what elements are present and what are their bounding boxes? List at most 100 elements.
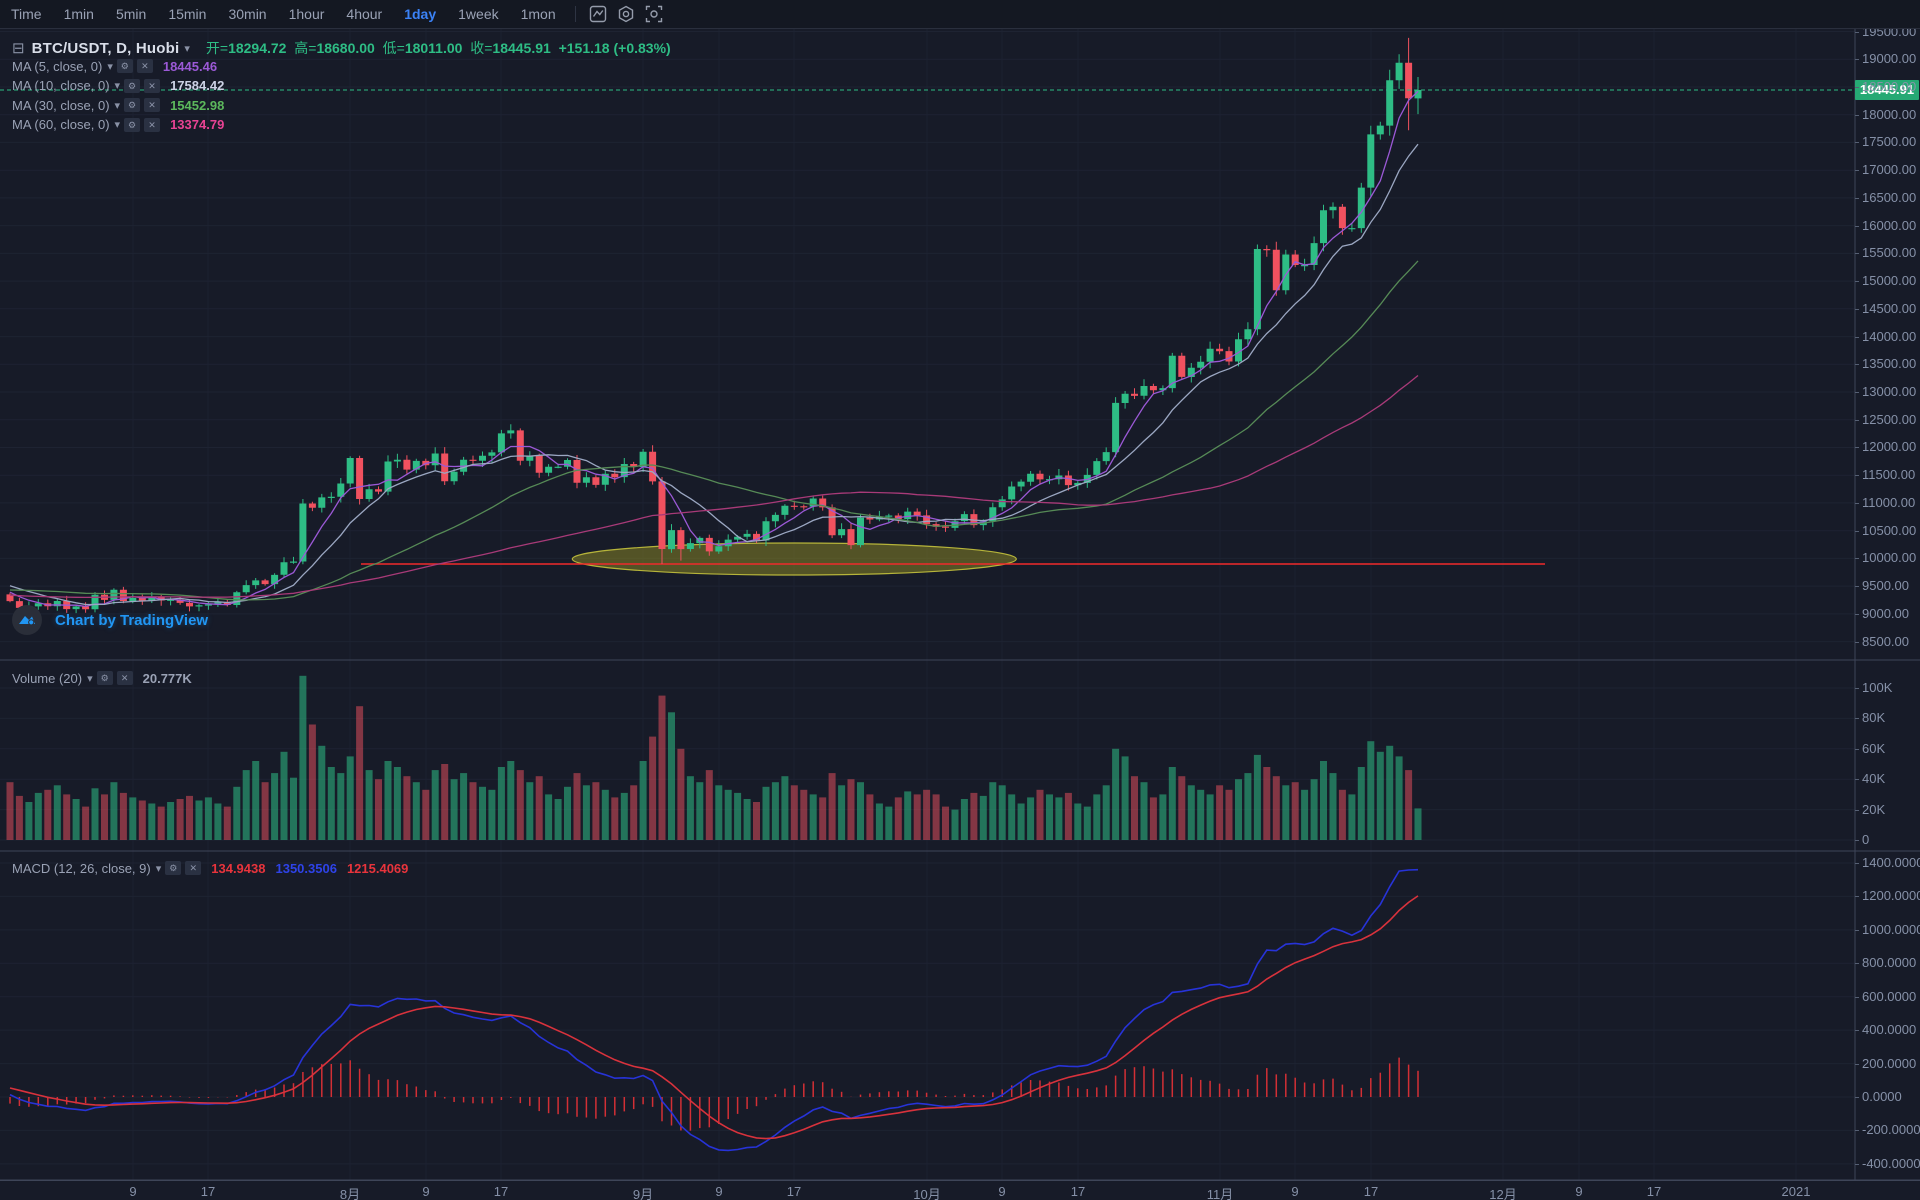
close-icon[interactable]: ✕ [144,78,161,93]
ma-10-line [9,143,1419,606]
symbol-menu-icon[interactable]: ⊟ [12,40,25,57]
macd-tick: 1000.0000 [1854,922,1920,937]
symbol-legend: ⊟ BTC/USDT, D, Huobi ▾ 开=18294.72 高=1868… [12,38,671,58]
ma-5-line [9,90,1419,608]
chevron-down-icon[interactable]: ▾ [155,862,162,875]
macd-indicator-row: MACD (12, 26, close, 9) ▾ ⚙ ✕ 134.9438 13… [12,860,408,876]
time-tick: 2021 [1781,1184,1811,1199]
price-tick: 8500.00 [1855,633,1909,649]
chevron-down-icon[interactable]: ▾ [87,672,93,685]
interval-button-4hour[interactable]: 4hour [346,6,383,22]
time-tick: 17 [1070,1184,1086,1199]
chevron-down-icon[interactable]: ▾ [107,60,113,73]
macd-tick: -400.0000 [1855,1155,1920,1171]
price-tick: 18500.00 [1854,78,1917,94]
last-price-tag: 18445.91 [1855,79,1919,100]
ma-indicator-label[interactable]: MA (10, close, 0) [12,78,110,93]
time-tick: 9 [1291,1184,1299,1199]
tradingview-logo-icon[interactable] [12,605,42,635]
macd-dea-line [9,895,1419,1140]
price-tick: 10500.00 [1854,522,1917,538]
ma-60-line [9,374,1419,599]
change-value: +151.18 (+0.83%) [558,40,671,56]
volume-tick: 20K [1854,801,1886,817]
time-tick: 17 [1646,1184,1662,1199]
chart-style-icon[interactable] [584,0,612,28]
price-tick: 12000.00 [1854,439,1917,455]
ma-indicator-label[interactable]: MA (30, close, 0) [12,97,110,113]
macd-value: 134.9438 [211,860,266,876]
price-tick: 10000.00 [1854,550,1917,566]
ellipse-drawing [571,542,1017,576]
close-icon[interactable]: ✕ [185,861,202,875]
macd-tick: 400.0000 [1854,1022,1917,1038]
macd-indicator-label[interactable]: MACD (12, 26, close, 9) [12,860,151,876]
gear-icon[interactable]: ⚙ [165,861,182,875]
macd-dif-line [9,868,1419,1152]
close-icon[interactable]: ✕ [144,117,161,132]
interval-button-1hour[interactable]: 1hour [288,6,325,22]
volume-value: 20.777K [142,670,192,686]
time-tick: 9月 [632,1187,654,1200]
interval-button-5min[interactable]: 5min [115,6,147,22]
time-tick: 9 [998,1184,1006,1199]
price-tick: 17000.00 [1854,162,1917,178]
price-tick: 14500.00 [1854,300,1917,316]
interval-button-15min[interactable]: 15min [168,6,207,22]
price-tick: 18000.00 [1854,106,1917,122]
time-tick: 10月 [913,1187,941,1200]
gear-icon[interactable]: ⚙ [124,117,141,132]
volume-tick: 60K [1854,740,1886,756]
interval-button-30min[interactable]: 30min [228,6,267,22]
interval-button-1mon[interactable]: 1mon [520,6,556,22]
close-icon[interactable]: ✕ [136,59,153,73]
gear-icon[interactable]: ⚙ [124,98,141,112]
screenshot-icon[interactable] [640,0,668,28]
interval-button-1week[interactable]: 1week [458,6,499,22]
ma-indicator-label[interactable]: MA (60, close, 0) [12,117,110,132]
ma-value: 17584.42 [170,78,225,93]
gear-icon[interactable]: ⚙ [124,78,141,93]
attribution-link[interactable]: Chart by TradingView [55,611,209,629]
chevron-down-icon[interactable]: ▾ [114,99,121,112]
price-axis[interactable]: 18445.91 19500.00 19000.00 18500.00 18000.0… [1854,0,1920,1200]
price-tick: 19000.00 [1854,51,1917,67]
chevron-down-icon[interactable]: ▾ [114,80,121,92]
macd-value: 1215.4069 [346,860,409,876]
time-tick: 17 [1363,1184,1379,1199]
gear-icon[interactable]: ⚙ [116,59,133,73]
price-tick: 16000.00 [1854,217,1917,233]
close-icon[interactable]: ✕ [144,98,161,112]
chevron-down-icon[interactable]: ▾ [184,42,190,55]
chevron-down-icon[interactable]: ▾ [114,119,121,131]
macd-tick: 200.0000 [1854,1055,1917,1071]
price-tick: 9000.00 [1855,605,1909,621]
time-axis[interactable]: 9 17 8月 9 17 9月 9 17 10月 9 17 11月 9 17 12月 9 17 2021 [0,1180,1920,1200]
price-tick: 15000.00 [1854,273,1917,289]
ma-indicator-label[interactable]: MA (5, close, 0) [12,58,103,74]
price-tick: 15500.00 [1854,245,1917,261]
price-tick: 11500.00 [1854,467,1916,483]
price-tick: 16500.00 [1854,189,1917,205]
interval-button-time[interactable]: Time [11,6,42,22]
price-tick: 9500.00 [1855,578,1909,594]
time-tick: 11月 [1206,1187,1234,1200]
interval-button-1day[interactable]: 1day [404,6,437,22]
close-icon[interactable]: ✕ [116,671,133,685]
interval-toolbar: Time 1min 5min 15min 30min 1hour 4hour 1day 1wee… [0,0,1920,29]
interval-button-1min[interactable]: 1min [63,6,94,22]
settings-icon[interactable] [612,0,640,28]
macd-tick: 1200.0000 [1854,888,1920,903]
gear-icon[interactable]: ⚙ [96,671,113,685]
volume-tick: 0 [1854,832,1870,847]
time-tick: 17 [200,1184,216,1199]
macd-tick: 0.0000 [1855,1089,1902,1104]
volume-indicator-row: Volume (20) ▾ ⚙ ✕ 20.777K [12,670,192,686]
volume-indicator-label[interactable]: Volume (20) [12,670,83,686]
macd-histogram [9,1057,1419,1131]
symbol-title[interactable]: BTC/USDT, D, Huobi [31,39,180,57]
macd-tick: -200.0000 [1855,1122,1920,1138]
chart-area[interactable]: ⊟ BTC/USDT, D, Huobi ▾ 开=18294.72 高=1868… [0,24,1920,1200]
